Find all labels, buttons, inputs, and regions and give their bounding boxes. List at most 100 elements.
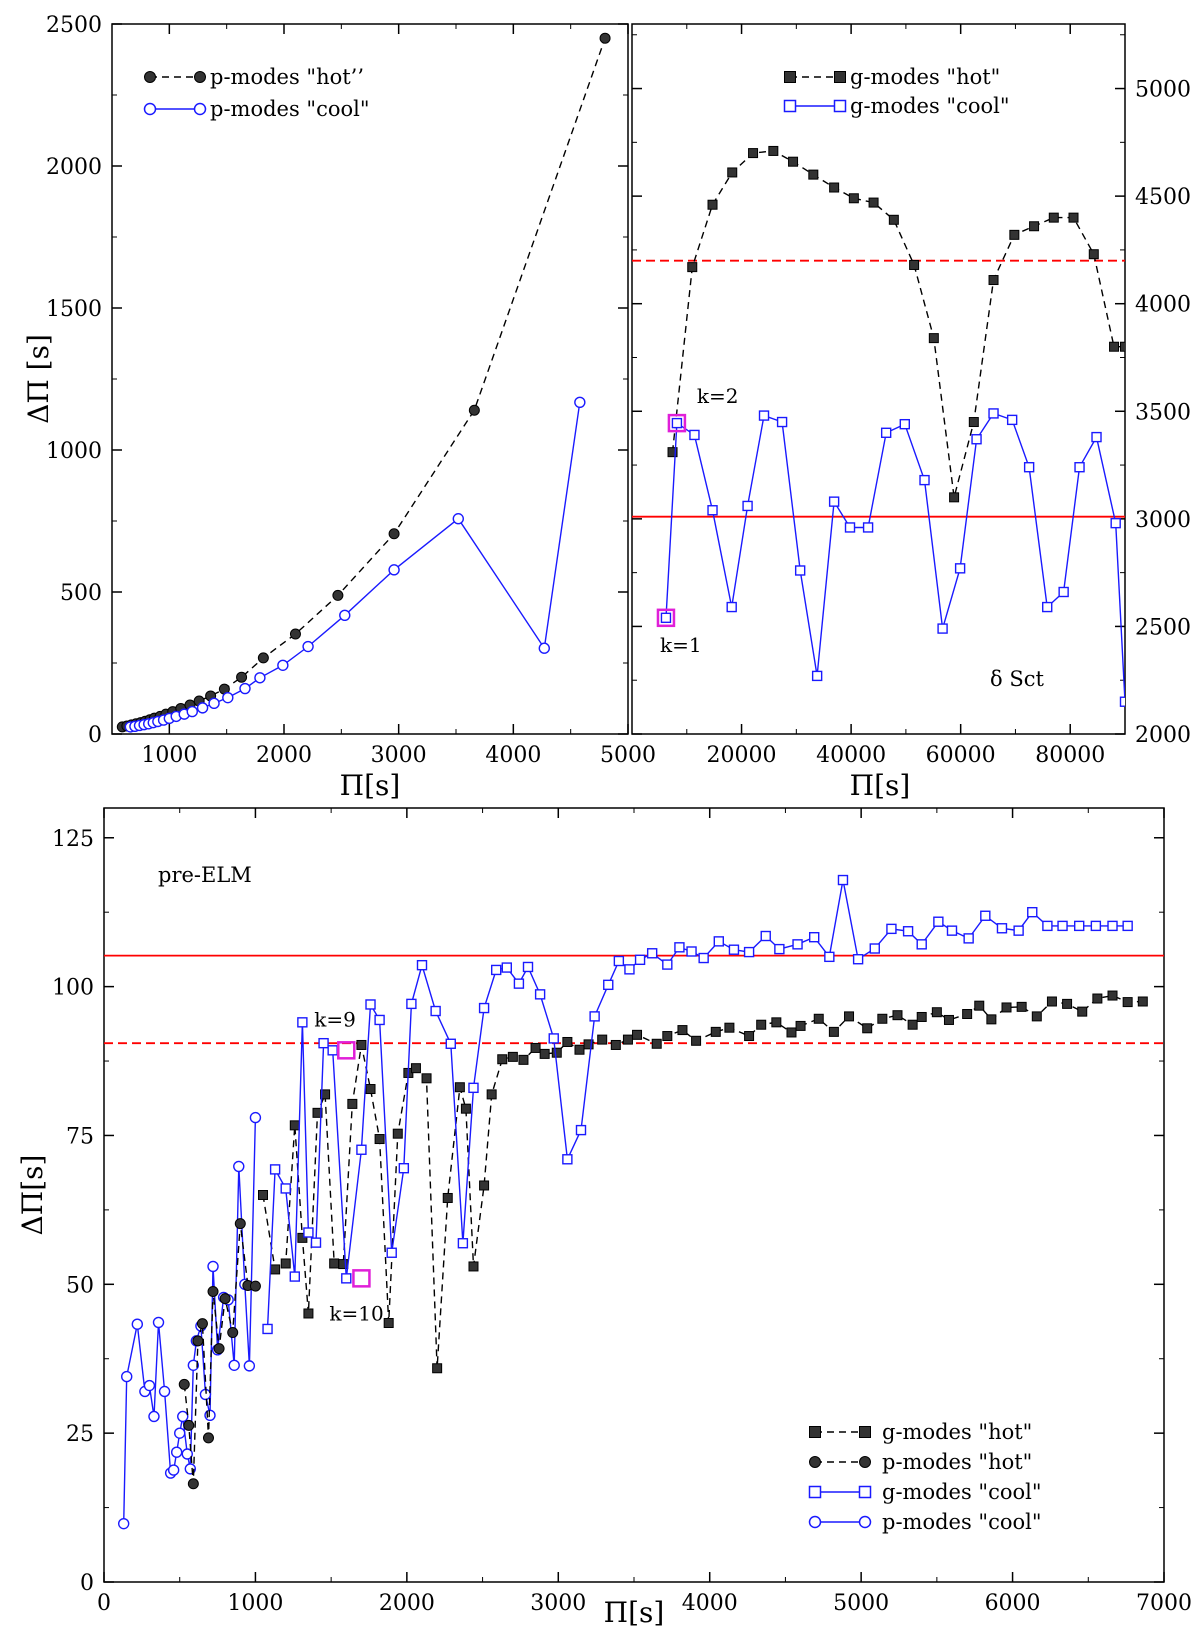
- data-point: [844, 1011, 855, 1022]
- data-point: [662, 959, 673, 970]
- data-point: [501, 962, 512, 973]
- data-point: [1119, 696, 1125, 707]
- series-line-p_cool: [123, 1117, 257, 1524]
- data-point: [530, 1042, 541, 1053]
- x-tick-label: 80000: [1035, 743, 1105, 768]
- data-point: [187, 1359, 200, 1371]
- data-point: [1029, 221, 1040, 232]
- data-point: [280, 1258, 291, 1269]
- data-point: [383, 1318, 394, 1329]
- data-point: [269, 1164, 281, 1175]
- y-tick-label: 2500: [46, 13, 102, 38]
- plot-frame: [631, 23, 1126, 735]
- data-point: [239, 682, 251, 695]
- data-point: [1001, 1002, 1012, 1013]
- data-point: [374, 1014, 385, 1026]
- data-point: [312, 1107, 323, 1118]
- data-point: [892, 1010, 903, 1021]
- x-axis-label: Π[s]: [604, 1596, 665, 1629]
- data-point: [691, 1035, 702, 1046]
- series-line-hot: [122, 37, 606, 728]
- data-point: [398, 1163, 410, 1174]
- y-tick-label: 125: [52, 827, 94, 852]
- data-point: [707, 505, 718, 516]
- data-point: [208, 697, 220, 710]
- data-point: [452, 513, 464, 525]
- x-tick-label: 4000: [485, 743, 541, 768]
- data-point: [589, 1011, 600, 1022]
- data-point: [468, 1261, 479, 1272]
- data-point: [1058, 586, 1069, 598]
- data-point: [491, 964, 502, 976]
- data-point: [943, 1014, 954, 1025]
- data-point: [329, 1258, 340, 1269]
- legend-marker-p-cool: [858, 1515, 872, 1529]
- highlight-box: [656, 608, 676, 628]
- data-point: [828, 496, 840, 507]
- y-tick-label: 3500: [1135, 400, 1191, 425]
- data-point: [622, 1034, 633, 1045]
- data-point: [1092, 993, 1103, 1004]
- highlight-label: k=2: [697, 384, 739, 408]
- series-layer: [632, 145, 1125, 707]
- data-point: [277, 659, 289, 671]
- data-point: [760, 930, 771, 942]
- data-point: [1046, 996, 1057, 1007]
- legend: g-modes "hot" g-modes "cool": [783, 65, 1010, 118]
- data-point: [1042, 601, 1053, 613]
- data-point: [824, 951, 835, 963]
- data-point: [809, 931, 820, 943]
- data-point: [454, 1082, 465, 1093]
- data-point: [792, 939, 803, 950]
- highlight-label: k=9: [314, 1007, 356, 1031]
- data-point: [243, 1360, 256, 1372]
- y-tick-label: 5000: [1135, 78, 1191, 103]
- legend-marker-cool: [833, 99, 847, 113]
- data-point: [562, 1036, 573, 1047]
- data-point: [213, 1343, 225, 1355]
- x-tick-label: 4000: [682, 1591, 738, 1616]
- data-point: [986, 1014, 997, 1025]
- data-point: [1073, 920, 1085, 932]
- plot-frame: [111, 23, 629, 735]
- legend-marker-hot: [784, 71, 796, 83]
- data-point: [794, 565, 806, 576]
- data-point: [868, 197, 879, 208]
- data-point: [902, 926, 914, 937]
- data-point: [1120, 341, 1125, 352]
- data-point: [167, 1464, 180, 1476]
- data-point: [347, 1098, 358, 1109]
- data-point: [192, 1335, 204, 1347]
- legend-marker-cool: [193, 102, 207, 116]
- data-point: [421, 1073, 432, 1084]
- legend-label-p-hot: p-modes "hot": [882, 1450, 1032, 1474]
- y-tick-label: 100: [52, 976, 94, 1001]
- data-point: [687, 262, 698, 273]
- data-point: [795, 1020, 806, 1031]
- data-point: [880, 427, 892, 438]
- data-point: [196, 702, 209, 714]
- series-line-cool: [665, 412, 1125, 702]
- data-point: [1009, 229, 1020, 240]
- data-point: [406, 998, 417, 1010]
- series-line-cool: [130, 402, 581, 728]
- data-point: [143, 1379, 156, 1392]
- data-point: [786, 1027, 797, 1038]
- data-point: [280, 1183, 291, 1194]
- data-point: [788, 156, 799, 167]
- data-point: [186, 705, 198, 718]
- y-tick-label: 2000: [1135, 723, 1191, 748]
- data-point: [624, 964, 635, 975]
- data-point: [1042, 920, 1053, 932]
- data-point: [522, 961, 534, 973]
- data-point: [254, 672, 266, 684]
- data-point: [599, 32, 611, 44]
- data-point: [928, 333, 939, 344]
- legend-marker-p-hot: [859, 1456, 871, 1468]
- legend-marker-hot: [834, 71, 846, 83]
- data-point: [724, 1022, 735, 1033]
- data-point: [710, 1026, 721, 1037]
- data-point: [916, 939, 927, 950]
- data-point: [886, 923, 897, 935]
- y-tick-label: 1500: [46, 297, 102, 322]
